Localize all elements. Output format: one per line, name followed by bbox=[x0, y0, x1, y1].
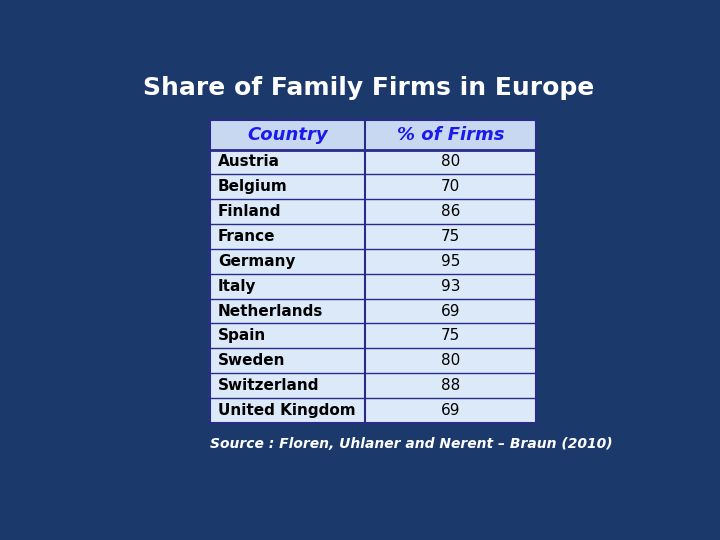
Text: Finland: Finland bbox=[218, 204, 282, 219]
Bar bbox=[210, 274, 536, 299]
Text: 86: 86 bbox=[441, 204, 460, 219]
Bar bbox=[210, 249, 536, 274]
Text: Netherlands: Netherlands bbox=[218, 303, 323, 319]
Text: 75: 75 bbox=[441, 229, 460, 244]
Text: Source : Floren, Uhlaner and Nerent – Braun (2010): Source : Floren, Uhlaner and Nerent – Br… bbox=[210, 437, 613, 451]
Text: 80: 80 bbox=[441, 154, 460, 170]
Text: Share of Family Firms in Europe: Share of Family Firms in Europe bbox=[143, 76, 595, 100]
Text: 75: 75 bbox=[441, 328, 460, 343]
Bar bbox=[210, 174, 536, 199]
Text: Spain: Spain bbox=[218, 328, 266, 343]
Text: 70: 70 bbox=[441, 179, 460, 194]
Text: Switzerland: Switzerland bbox=[218, 378, 320, 393]
Text: Austria: Austria bbox=[218, 154, 280, 170]
Text: Italy: Italy bbox=[218, 279, 256, 294]
Bar bbox=[210, 373, 536, 398]
Text: 95: 95 bbox=[441, 254, 460, 269]
Text: 69: 69 bbox=[441, 403, 460, 418]
Text: % of Firms: % of Firms bbox=[397, 126, 504, 144]
Text: 69: 69 bbox=[441, 303, 460, 319]
Text: 80: 80 bbox=[441, 353, 460, 368]
Bar bbox=[210, 348, 536, 373]
Bar bbox=[210, 120, 536, 423]
Text: Germany: Germany bbox=[218, 254, 295, 269]
Bar bbox=[210, 299, 536, 323]
Text: 93: 93 bbox=[441, 279, 460, 294]
Bar bbox=[210, 224, 536, 249]
Bar bbox=[210, 150, 536, 174]
Bar bbox=[210, 323, 536, 348]
Bar bbox=[210, 120, 536, 150]
Text: Belgium: Belgium bbox=[218, 179, 287, 194]
Bar bbox=[210, 199, 536, 224]
Text: United Kingdom: United Kingdom bbox=[218, 403, 356, 418]
Text: 88: 88 bbox=[441, 378, 460, 393]
Bar bbox=[210, 398, 536, 423]
Text: Country: Country bbox=[247, 126, 328, 144]
Text: Sweden: Sweden bbox=[218, 353, 285, 368]
Text: France: France bbox=[218, 229, 275, 244]
